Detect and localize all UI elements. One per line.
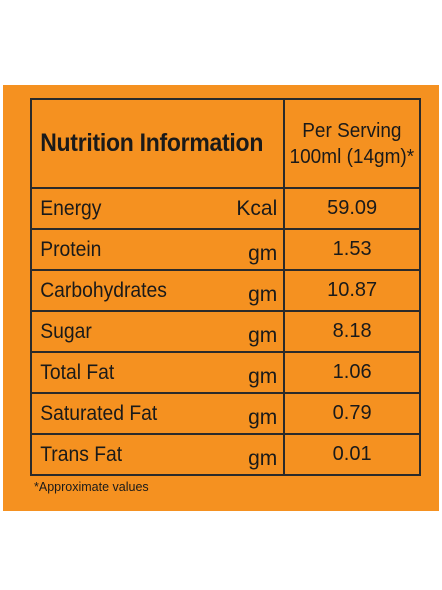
footnote: *Approximate values: [34, 480, 149, 494]
table-header-row: Nutrition Information Per Serving 100ml …: [30, 98, 420, 189]
nutrient-unit: gm: [227, 433, 286, 476]
nutrient-name: Trans Fat: [30, 433, 212, 476]
nutrient-value: 59.09: [283, 187, 421, 230]
serving-header-line2: 100ml (14gm)*: [289, 145, 415, 168]
nutrient-value: 10.87: [283, 269, 421, 312]
nutrition-panel: Nutrition Information Per Serving 100ml …: [3, 85, 439, 511]
table-row: Sugar gm 8.18: [30, 310, 421, 353]
nutrient-name: Carbohydrates: [30, 269, 212, 312]
nutrient-name: Protein: [30, 228, 212, 271]
table-row: Saturated Fat gm 0.79: [30, 392, 421, 435]
nutrient-unit: gm: [227, 310, 286, 353]
nutrient-unit: gm: [227, 392, 286, 435]
nutrient-name: Saturated Fat: [30, 392, 212, 435]
table-row: Total Fat gm 1.06: [30, 351, 421, 394]
nutrient-unit: gm: [227, 228, 286, 271]
nutrient-value: 8.18: [283, 310, 421, 353]
nutrient-unit: gm: [227, 269, 286, 312]
nutrient-value: 0.01: [283, 433, 421, 476]
table-row: Carbohydrates gm 10.87: [30, 269, 421, 312]
nutrient-name: Sugar: [30, 310, 212, 353]
nutrient-value: 1.06: [283, 351, 421, 394]
nutrient-name: Total Fat: [30, 351, 212, 394]
nutrient-name: Energy: [30, 187, 212, 230]
serving-header-line1: Per Serving: [302, 119, 402, 142]
nutrient-unit: Kcal: [227, 187, 286, 230]
nutrient-value: 1.53: [283, 228, 421, 271]
nutrient-value: 0.79: [283, 392, 421, 435]
serving-header: Per Serving 100ml (14gm)*: [286, 98, 418, 189]
table-row: Protein gm 1.53: [30, 228, 421, 271]
nutrition-table: Nutrition Information Per Serving 100ml …: [30, 98, 421, 476]
table-title: Nutrition Information: [30, 98, 265, 189]
table-row: Trans Fat gm 0.01: [30, 433, 421, 476]
table-row: Energy Kcal 59.09: [30, 187, 421, 230]
nutrient-unit: gm: [227, 351, 286, 394]
